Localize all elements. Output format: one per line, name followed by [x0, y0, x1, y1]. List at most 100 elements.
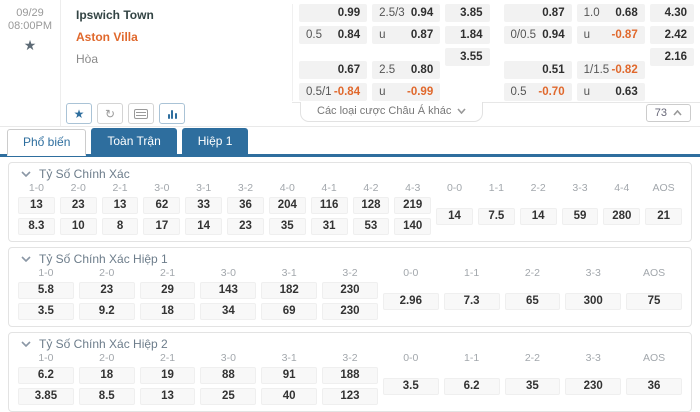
odds-cell[interactable]: 36 [626, 377, 682, 395]
odds-cell[interactable]: 34 [200, 303, 257, 320]
odds-cell[interactable]: 8 [101, 218, 139, 235]
odds-cell[interactable]: 140 [394, 218, 432, 235]
x12-odd-cell[interactable]: 3.85 [445, 4, 490, 22]
tab-full-match[interactable]: Toàn Trận [91, 128, 177, 154]
odds-cell[interactable]: 280 [603, 207, 641, 225]
odds-cell[interactable]: 204 [268, 197, 306, 214]
section-header[interactable]: Tỷ Số Chính Xác Hiệp 2 [18, 336, 682, 351]
x12-odd-cell[interactable]: 2.42 [649, 26, 694, 44]
odds-cell[interactable]: 13 [18, 197, 55, 214]
hdp-odd-cell[interactable]: 0.67 [299, 61, 368, 79]
odds-cell[interactable]: 3.85 [18, 388, 74, 405]
odds-cell[interactable]: 88 [200, 367, 257, 384]
refresh-button[interactable]: ↻ [97, 103, 123, 124]
odds-cell[interactable]: 91 [261, 367, 318, 384]
odds-cell[interactable]: 7.3 [443, 292, 500, 310]
odds-cell[interactable]: 230 [565, 377, 622, 395]
odds-cell[interactable]: 128 [352, 197, 390, 214]
ou-odd-cell[interactable]: 2.5/3 0.94 [372, 4, 441, 22]
odds-cell[interactable]: 8.5 [78, 388, 135, 405]
odds-cell[interactable]: 116 [310, 197, 348, 214]
odds-cell[interactable]: 62 [143, 197, 181, 214]
hdp-odd-cell[interactable]: 0.99 [299, 4, 368, 22]
odds-cell[interactable]: 14 [436, 207, 473, 225]
ou-odd-cell[interactable]: u 0.87 [372, 26, 441, 44]
odds-cell[interactable]: 14 [185, 218, 223, 235]
section-header[interactable]: Tỷ Số Chính Xác Hiệp 1 [18, 251, 682, 266]
odds-cell[interactable]: 36 [227, 197, 264, 214]
odds-cell[interactable]: 5.8 [18, 282, 74, 299]
odds-cell[interactable]: 3.5 [18, 303, 74, 320]
odds-cell[interactable]: 123 [322, 388, 378, 405]
odds-cell[interactable]: 6.2 [18, 367, 74, 384]
hdp-odd-cell[interactable]: 0/0.5 0.94 [503, 26, 572, 44]
odds-cell[interactable]: 23 [59, 197, 97, 214]
hdp-odd-cell[interactable]: 0.5/1 -0.84 [299, 83, 368, 101]
odds-cell[interactable]: 9.2 [78, 303, 135, 320]
odds-cell[interactable]: 69 [261, 303, 318, 320]
score-column: 2-0 23 10 [59, 182, 97, 235]
favorite-button[interactable]: ★ [66, 103, 92, 124]
odds-cell[interactable]: 300 [565, 292, 622, 310]
x12-odd-cell[interactable]: 2.16 [649, 48, 694, 66]
odds-cell[interactable]: 13 [139, 388, 196, 405]
odds-cell[interactable]: 19 [139, 367, 196, 384]
odds-cell[interactable]: 2.96 [382, 292, 439, 310]
star-icon[interactable]: ★ [23, 37, 37, 53]
odds-cell[interactable]: 13 [101, 197, 139, 214]
odds-cell[interactable]: 75 [626, 292, 682, 310]
x12-odd-cell[interactable]: 4.30 [649, 4, 694, 22]
odds-cell[interactable]: 18 [78, 367, 135, 384]
odds-cell[interactable]: 188 [322, 367, 378, 384]
x12-column: 3.85 1.84 3.55 [445, 4, 490, 101]
hdp-odd-cell[interactable]: 0.51 [503, 61, 572, 79]
odds-cell[interactable]: 25 [200, 388, 257, 405]
section-header[interactable]: Tỷ Số Chính Xác [18, 166, 682, 181]
odds-cell[interactable]: 230 [322, 303, 378, 320]
market-count-toggle[interactable]: 73 [645, 104, 691, 122]
ou-odd-cell[interactable]: 1/1.5 -0.82 [576, 61, 645, 79]
odds-cell[interactable]: 59 [561, 207, 599, 225]
ou-odd-cell[interactable]: 1.0 0.68 [576, 4, 645, 22]
odds-cell[interactable]: 7.5 [477, 207, 515, 225]
odds-cell[interactable]: 23 [78, 282, 135, 299]
odds-cell[interactable]: 6.2 [443, 377, 500, 395]
markets-button[interactable] [128, 103, 154, 124]
stats-button[interactable] [159, 103, 185, 124]
x12-odd-cell[interactable]: 1.84 [445, 26, 490, 44]
odds-cell[interactable]: 230 [322, 282, 378, 299]
odds-cell[interactable]: 3.5 [382, 377, 439, 395]
hdp-odd-cell[interactable]: 0.87 [503, 4, 572, 22]
odds-group-2: 0.87 0/0.5 0.94 0.51 0.5 -0.70 1.0 0.68 u -0… [503, 4, 694, 101]
over-under-column: 2.5/3 0.94 u 0.87 2.5 0.80 u -0.99 [372, 4, 441, 101]
odds-cell[interactable]: 18 [139, 303, 196, 320]
odds-cell[interactable]: 65 [504, 292, 561, 310]
odds-cell[interactable]: 8.3 [18, 218, 55, 235]
ou-odd-cell[interactable]: 2.5 0.80 [372, 61, 441, 79]
odds-cell[interactable]: 53 [352, 218, 390, 235]
ou-odd-cell[interactable]: u -0.87 [576, 26, 645, 44]
score-header: 4-3 [405, 182, 421, 194]
odds-cell[interactable]: 23 [227, 218, 264, 235]
odds-cell[interactable]: 143 [200, 282, 257, 299]
odds-cell[interactable]: 29 [139, 282, 196, 299]
odds-cell[interactable]: 219 [394, 197, 432, 214]
tab-first-half[interactable]: Hiệp 1 [181, 128, 249, 154]
odds-cell[interactable]: 182 [261, 282, 318, 299]
hdp-odd-cell[interactable]: 0.5 -0.70 [503, 83, 572, 101]
odds-cell[interactable]: 14 [519, 207, 557, 225]
hdp-odd-cell[interactable]: 0.5 0.84 [299, 26, 368, 44]
odds-cell[interactable]: 10 [59, 218, 97, 235]
tab-popular[interactable]: Phổ biến [7, 129, 87, 156]
odds-cell[interactable]: 31 [310, 218, 348, 235]
odds-cell[interactable]: 35 [504, 377, 561, 395]
odds-cell[interactable]: 33 [185, 197, 223, 214]
x12-odd-cell[interactable]: 3.55 [445, 48, 490, 66]
odds-cell[interactable]: 35 [268, 218, 306, 235]
more-asian-bets-dropdown[interactable]: Các loại cược Châu Á khác [300, 102, 484, 122]
odds-cell[interactable]: 21 [645, 207, 682, 225]
ou-odd-cell[interactable]: u -0.99 [372, 83, 441, 101]
odds-cell[interactable]: 40 [261, 388, 318, 405]
odds-cell[interactable]: 17 [143, 218, 181, 235]
ou-odd-cell[interactable]: u 0.63 [576, 83, 645, 101]
